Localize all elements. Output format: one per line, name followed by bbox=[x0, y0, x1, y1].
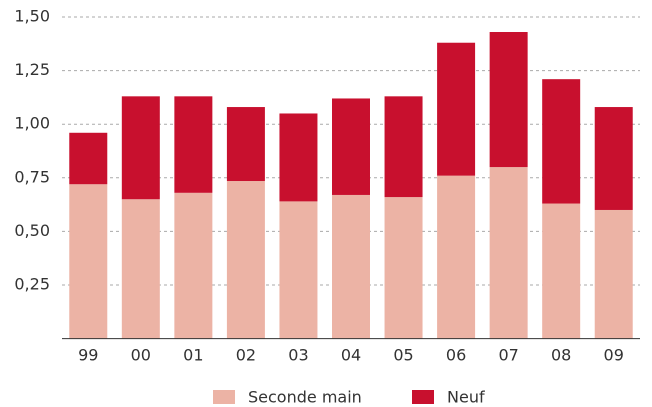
x-tick-label: 04 bbox=[341, 346, 361, 365]
y-tick-label: 1,50 bbox=[14, 7, 50, 26]
y-tick-label: 0,75 bbox=[14, 167, 50, 186]
y-tick-label: 0,25 bbox=[14, 275, 50, 294]
bar bbox=[384, 96, 423, 198]
x-tick-label: 05 bbox=[393, 346, 413, 365]
bar bbox=[489, 167, 528, 339]
bar bbox=[174, 96, 213, 193]
bar bbox=[594, 107, 633, 210]
bar bbox=[332, 98, 370, 195]
x-tick-label: 01 bbox=[183, 346, 203, 365]
legend-label: Seconde main bbox=[248, 388, 362, 407]
y-tick-label: 0,50 bbox=[14, 221, 50, 240]
x-tick-label: 02 bbox=[236, 346, 256, 365]
bar bbox=[437, 42, 476, 176]
bar bbox=[279, 201, 318, 339]
x-tick-label: 09 bbox=[604, 346, 624, 365]
legend-label: Neuf bbox=[447, 388, 485, 407]
bar bbox=[174, 192, 213, 339]
legend-swatch bbox=[213, 390, 235, 404]
bar bbox=[332, 194, 370, 339]
bar bbox=[542, 79, 581, 204]
bar bbox=[437, 175, 476, 339]
bar bbox=[384, 197, 423, 339]
bar bbox=[121, 199, 160, 339]
x-tick-label: 08 bbox=[551, 346, 571, 365]
bar bbox=[542, 203, 581, 339]
legend-swatch bbox=[412, 390, 434, 404]
bar bbox=[594, 209, 633, 339]
bar bbox=[279, 113, 318, 202]
y-tick-label: 1,00 bbox=[14, 114, 50, 133]
bar bbox=[121, 96, 160, 200]
x-tick-label: 00 bbox=[131, 346, 151, 365]
bar bbox=[226, 181, 265, 339]
x-tick-label: 99 bbox=[78, 346, 98, 365]
bar bbox=[69, 184, 108, 339]
y-tick-label: 1,25 bbox=[14, 60, 50, 79]
bar bbox=[226, 107, 265, 182]
bar bbox=[489, 32, 528, 168]
x-tick-label: 07 bbox=[498, 346, 518, 365]
x-tick-label: 06 bbox=[446, 346, 466, 365]
bar bbox=[69, 132, 108, 185]
x-tick-label: 03 bbox=[288, 346, 308, 365]
